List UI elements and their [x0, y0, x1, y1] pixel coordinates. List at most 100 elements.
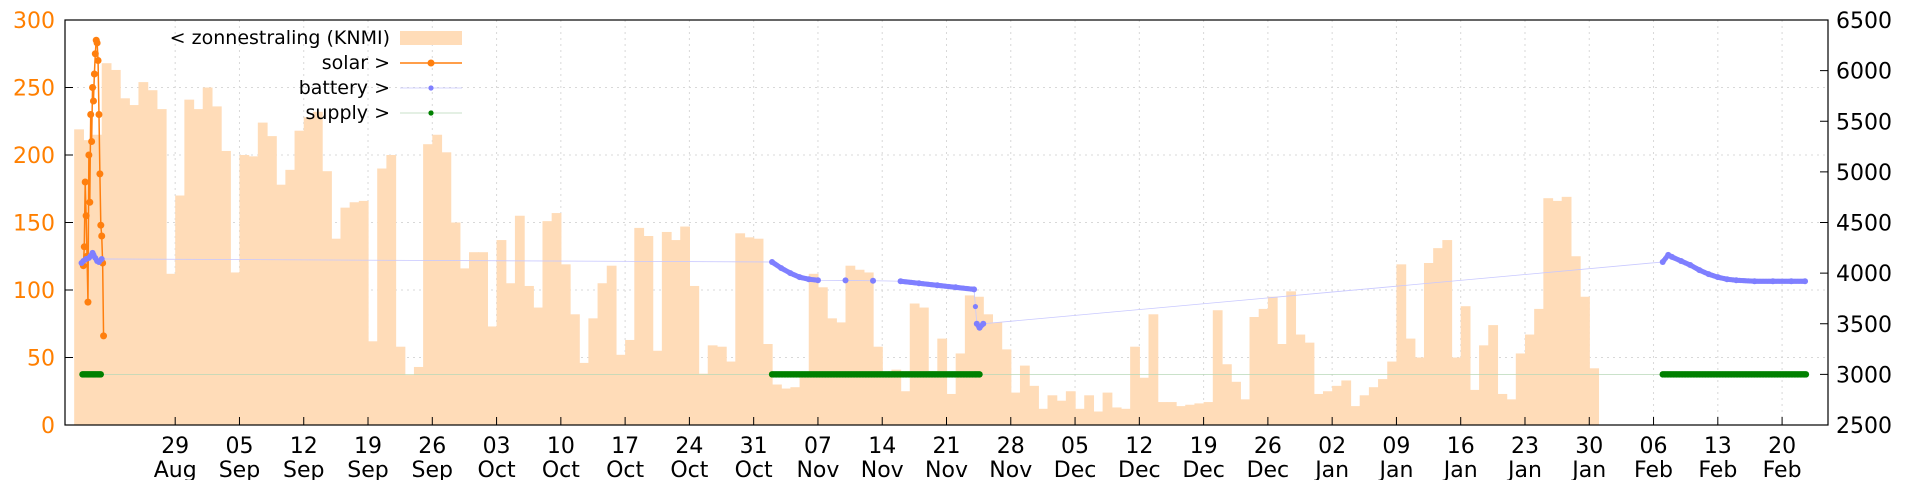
bar: [478, 252, 488, 425]
bar: [1488, 325, 1499, 425]
solar-point: [89, 97, 97, 105]
bar: [772, 384, 782, 425]
bar: [799, 375, 810, 425]
bar: [652, 350, 663, 425]
bar: [891, 369, 902, 425]
bar-series: [74, 63, 1600, 426]
bar: [92, 134, 103, 425]
y-right-tick-label: 5500: [1836, 110, 1892, 135]
bar: [120, 98, 130, 426]
bar: [1414, 357, 1425, 425]
bar: [221, 150, 231, 425]
bar: [1019, 365, 1030, 425]
solar-point: [81, 178, 89, 186]
x-tick-label-day: 02: [1318, 434, 1346, 459]
bar: [1029, 385, 1039, 425]
x-tick-label-month: Jan: [1570, 458, 1606, 480]
bar: [1451, 357, 1462, 425]
bar: [882, 372, 893, 425]
bar: [726, 361, 736, 425]
bar: [1001, 349, 1012, 425]
x-tick-label-month: Dec: [1054, 458, 1097, 480]
bar: [294, 130, 305, 425]
bar: [1084, 395, 1095, 425]
bar: [1506, 399, 1517, 425]
bar: [386, 155, 397, 425]
bar: [1065, 391, 1076, 425]
bar: [671, 240, 681, 425]
bar: [184, 99, 195, 426]
x-tick-label-month: Oct: [670, 458, 708, 480]
bar: [1111, 407, 1122, 425]
y-left-tick-label: 50: [27, 347, 55, 372]
x-tick-label-month: Nov: [796, 458, 839, 480]
bar: [597, 283, 608, 425]
solar-point: [80, 243, 88, 251]
legend-swatch-point: [428, 85, 434, 91]
solar-point: [89, 84, 97, 91]
x-tick-label-month: Sep: [347, 458, 388, 480]
bar: [1148, 314, 1159, 425]
bar: [1139, 377, 1150, 425]
y-left-tick-label: 150: [13, 212, 55, 237]
bar: [625, 339, 635, 425]
bar: [1378, 379, 1388, 425]
bar: [487, 326, 498, 425]
bar: [441, 152, 452, 426]
legend-label: battery >: [299, 77, 390, 99]
bar: [1405, 338, 1416, 425]
battery-point: [98, 255, 105, 262]
bar: [707, 345, 718, 425]
bar: [322, 171, 332, 425]
bar: [1332, 385, 1342, 425]
x-tick-label-day: 21: [933, 434, 961, 459]
bar: [312, 111, 323, 426]
bar: [267, 136, 277, 425]
bar: [579, 362, 589, 425]
bar: [1157, 402, 1168, 425]
solar-point: [84, 298, 92, 306]
bar: [744, 237, 755, 425]
bar: [413, 366, 424, 425]
bar: [1056, 400, 1067, 425]
solar-point: [97, 221, 105, 229]
bar: [1570, 256, 1581, 425]
bar: [634, 227, 645, 425]
bar: [248, 156, 259, 425]
y-right-tick-label: 6500: [1836, 9, 1892, 34]
y-left-tick-label: 200: [13, 144, 55, 169]
bar: [1543, 198, 1554, 425]
bar: [1534, 308, 1544, 425]
y-right-tick-label: 3500: [1836, 313, 1892, 338]
bar: [331, 238, 342, 425]
solar-point: [96, 170, 104, 178]
bar: [1286, 291, 1297, 425]
bar: [358, 200, 369, 425]
bar: [1368, 387, 1379, 425]
x-tick-label-day: 19: [1190, 434, 1218, 459]
legend-swatch-bar: [400, 31, 462, 45]
solar-point: [88, 138, 96, 145]
bar: [1194, 403, 1205, 425]
x-tick-label-month: Jan: [1377, 458, 1413, 480]
x-tick-label-month: Feb: [1763, 458, 1802, 480]
solar-point: [87, 111, 95, 118]
bar: [1469, 389, 1480, 425]
bar: [560, 264, 571, 425]
bar: [469, 252, 479, 425]
bar: [1515, 353, 1526, 425]
bar: [340, 207, 351, 425]
bar: [570, 314, 580, 425]
bar: [542, 221, 553, 425]
bar: [1552, 200, 1563, 425]
bar: [1176, 406, 1186, 425]
bar: [1561, 196, 1572, 425]
x-tick-label-month: Feb: [1634, 458, 1673, 480]
bar: [1267, 296, 1278, 425]
bar: [1350, 406, 1361, 425]
bar: [808, 273, 819, 425]
x-tick-label-month: Aug: [154, 458, 197, 480]
bar: [1166, 402, 1177, 425]
bar: [1341, 380, 1352, 425]
